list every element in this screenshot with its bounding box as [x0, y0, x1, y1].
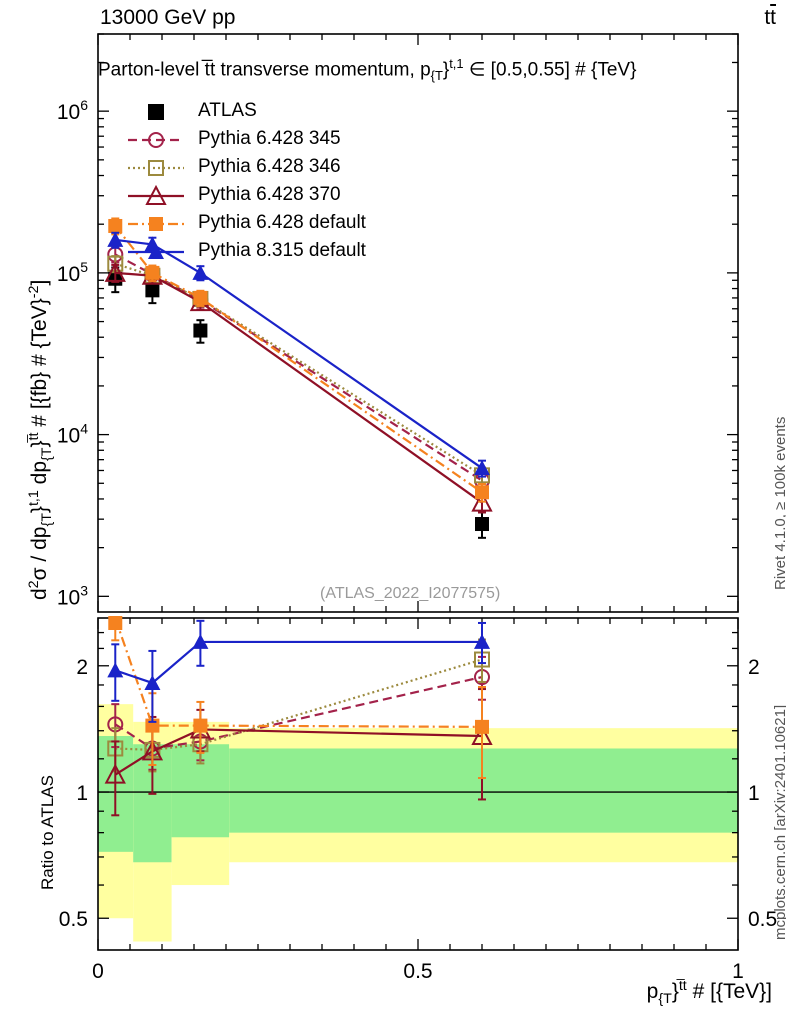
main-plot-frame	[97, 33, 739, 613]
series-line	[115, 238, 483, 470]
data-marker	[145, 265, 160, 280]
ratio-series-line	[114, 640, 482, 685]
series-pythia-8-315-default	[107, 231, 490, 478]
series-line	[114, 225, 483, 494]
legend-label: Pythia 6.428 345	[198, 128, 341, 149]
series-line	[115, 271, 483, 504]
data-marker	[145, 283, 160, 298]
data-marker	[474, 633, 490, 649]
ratio-tick-label-right: 0.5	[748, 908, 777, 931]
ratio-series-pythia-6-428-default	[108, 616, 489, 779]
ratio-series-line	[114, 617, 483, 728]
data-marker	[192, 264, 209, 280]
process-label: tt	[764, 6, 776, 29]
y-tick-label: 104	[57, 421, 88, 448]
data-marker	[471, 491, 493, 512]
band-inner	[229, 748, 738, 833]
x-tick-label: 1	[732, 960, 744, 983]
ratio-series-line	[115, 658, 483, 752]
ratio-tick-label: 1	[76, 782, 88, 805]
ratio-uncertainty-bands	[98, 704, 738, 942]
data-marker	[107, 231, 124, 247]
legend-label: ATLAS	[198, 100, 257, 121]
main-series-layer	[104, 217, 493, 539]
data-marker	[104, 763, 126, 784]
data-marker	[107, 662, 124, 678]
data-marker	[475, 517, 489, 532]
legend-label: Pythia 6.428 default	[198, 212, 366, 233]
ratio-tick-label-right: 2	[748, 656, 760, 679]
y-tick-label: 105	[57, 259, 88, 286]
data-marker	[475, 719, 489, 734]
ratio-series-pythia-8-315-default	[107, 619, 490, 723]
data-marker	[193, 290, 208, 305]
data-marker	[108, 616, 123, 630]
series-line	[114, 262, 483, 477]
x-tick-label: 0.5	[403, 960, 432, 983]
ratio-tick-label: 2	[76, 656, 88, 679]
ratio-series-layer	[104, 616, 493, 817]
y-tick-label: 106	[57, 97, 88, 124]
data-marker	[475, 485, 489, 500]
plot-title: Parton-level t̅t transverse momentum, p{…	[98, 56, 637, 84]
series-atlas	[108, 266, 489, 539]
ratio-tick-label: 0.5	[59, 908, 88, 931]
x-tick-label: 0	[92, 960, 104, 983]
legend-label: Pythia 6.428 370	[198, 184, 341, 205]
series-pythia-6-428-370	[104, 261, 493, 514]
data-marker	[193, 323, 208, 338]
ratio-tick-label-right: 1	[748, 782, 760, 805]
data-marker	[193, 718, 208, 733]
data-marker	[108, 218, 123, 233]
analysis-watermark: (ATLAS_2022_I2077575)	[320, 585, 501, 602]
data-marker	[104, 261, 126, 282]
axis-ticks	[97, 33, 739, 950]
x-axis-label: p{T}t̅t # [{TeV}]	[646, 978, 772, 1008]
ratio-series-line	[114, 675, 483, 750]
data-marker	[144, 674, 161, 690]
beam-energy-label: 13000 GeV pp	[100, 6, 236, 29]
data-marker	[474, 460, 490, 476]
ratio-series-line	[114, 728, 483, 776]
data-marker	[192, 633, 209, 649]
series-pythia-6-428-346	[107, 255, 490, 485]
legend-label: Pythia 6.428 346	[198, 156, 341, 177]
series-line	[114, 253, 483, 482]
legend-label: Pythia 8.315 default	[198, 240, 366, 261]
y-tick-label: 103	[57, 582, 88, 609]
